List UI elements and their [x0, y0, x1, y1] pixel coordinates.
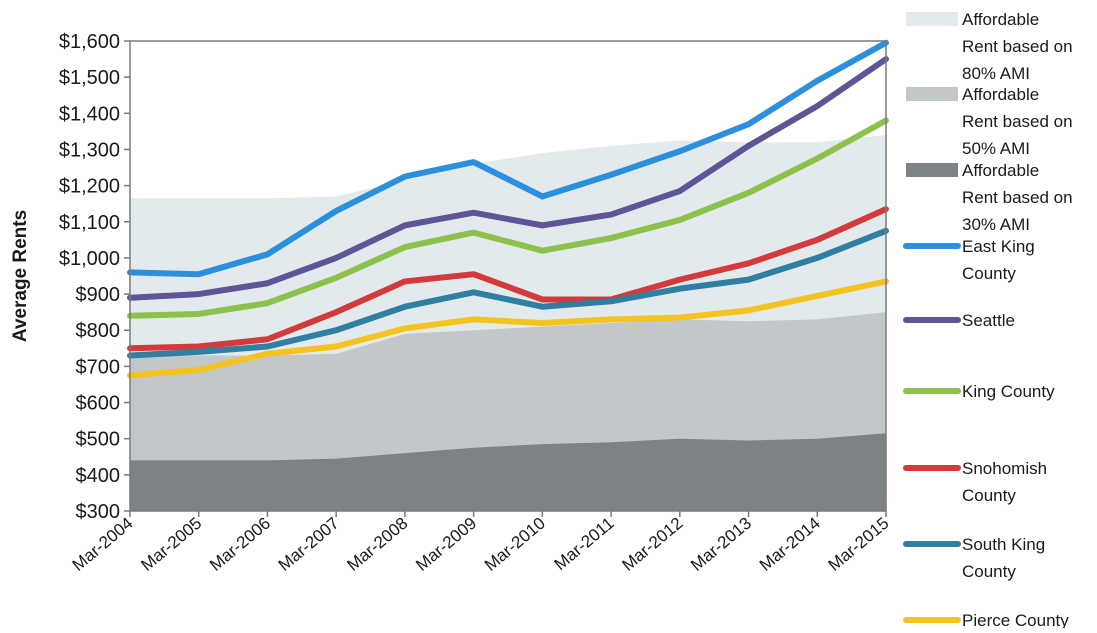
legend-label: Rent based on	[962, 37, 1073, 56]
legend-item-pierce-county: Pierce County	[903, 611, 1069, 630]
y-tick-label: $300	[76, 501, 121, 523]
series-line-pierce-county	[127, 278, 889, 379]
series-line-seattle	[127, 56, 889, 301]
series-layer	[127, 39, 889, 379]
y-tick-label: $1,000	[59, 248, 120, 270]
y-tick-label: $400	[76, 465, 121, 487]
legend-item-snohomish-county: Snohomish County	[903, 459, 1047, 505]
legend-label: South King	[962, 535, 1045, 554]
series-line-snohomish-county	[127, 206, 889, 352]
legend-label: 80% AMI	[962, 64, 1030, 83]
y-axis-title: Average Rents	[10, 210, 31, 342]
x-axis-ticks: Mar-2004 Mar-2005 Mar-2006 Mar-2007 Mar-2008…	[69, 511, 893, 575]
x-tick-label: Mar-2015	[825, 514, 893, 575]
legend-item-king-county: King County	[903, 382, 1055, 401]
legend-label: Snohomish	[962, 459, 1047, 478]
legend-label: 50% AMI	[962, 139, 1030, 158]
x-tick-label: Mar-2014	[756, 514, 824, 575]
legend-label: Seattle	[962, 311, 1015, 330]
series-line-king-county	[127, 117, 889, 319]
legend-item-south-king-county: South King County	[903, 535, 1045, 581]
legend-label: County	[962, 562, 1016, 581]
x-tick-label: Mar-2010	[481, 514, 549, 575]
legend-label: Affordable	[962, 10, 1039, 29]
x-tick-label: Mar-2012	[618, 514, 686, 575]
x-tick-label: Mar-2011	[551, 514, 618, 575]
legend-label: Affordable	[962, 85, 1039, 104]
x-tick-label: Mar-2005	[137, 514, 205, 575]
area-affordable-rent-based-on-30-ami	[130, 433, 886, 511]
legend-label: King County	[962, 382, 1055, 401]
x-tick-label: Mar-2006	[206, 514, 274, 575]
legend-label: East King	[962, 237, 1035, 256]
y-tick-label: $1,200	[59, 176, 120, 198]
y-axis-ticks: $300 $400 $500 $600 $700 $800 $900 $1,000 $1,100…	[59, 31, 130, 523]
legend-label: Rent based on	[962, 188, 1073, 207]
legend-label: Pierce County	[962, 611, 1069, 628]
legend-item-seattle: Seattle	[903, 311, 1015, 330]
y-tick-label: $1,100	[59, 212, 120, 234]
series-line-east-king-county	[127, 39, 889, 278]
legend-swatch	[906, 163, 958, 177]
x-tick-label: Mar-2008	[344, 514, 412, 575]
y-tick-label: $800	[76, 320, 121, 342]
y-tick-label: $1,300	[59, 139, 120, 161]
series-line-south-king-county	[127, 227, 889, 359]
y-tick-label: $1,600	[59, 31, 120, 53]
plot-frame	[129, 40, 887, 512]
x-tick-label: Mar-2007	[275, 514, 343, 575]
y-tick-label: $1,500	[59, 67, 120, 89]
legend-swatch	[906, 87, 958, 101]
legend-label: 30% AMI	[962, 215, 1030, 234]
y-tick-label: $700	[76, 356, 121, 378]
y-tick-label: $900	[76, 284, 121, 306]
legend-swatch	[906, 12, 958, 26]
y-tick-label: $1,400	[59, 103, 120, 125]
legend-label: Affordable	[962, 161, 1039, 180]
legend-item-east-king-county: East King County	[903, 237, 1035, 283]
legend-label: Rent based on	[962, 112, 1073, 131]
legend-item-affordable-rent-based-on-50-ami: Affordable Rent based on 50% AMI	[906, 85, 1073, 158]
legend-item-affordable-rent-based-on-30-ami: Affordable Rent based on 30% AMI	[906, 161, 1073, 234]
y-tick-label: $500	[76, 429, 121, 451]
legend-label: County	[962, 486, 1016, 505]
legend-label: County	[962, 264, 1016, 283]
axes-layer	[129, 40, 887, 512]
y-tick-label: $600	[76, 393, 121, 415]
x-tick-label: Mar-2013	[687, 514, 755, 575]
x-tick-label: Mar-2009	[412, 514, 480, 575]
legend-item-affordable-rent-based-on-80-ami: Affordable Rent based on 80% AMI	[906, 10, 1073, 83]
